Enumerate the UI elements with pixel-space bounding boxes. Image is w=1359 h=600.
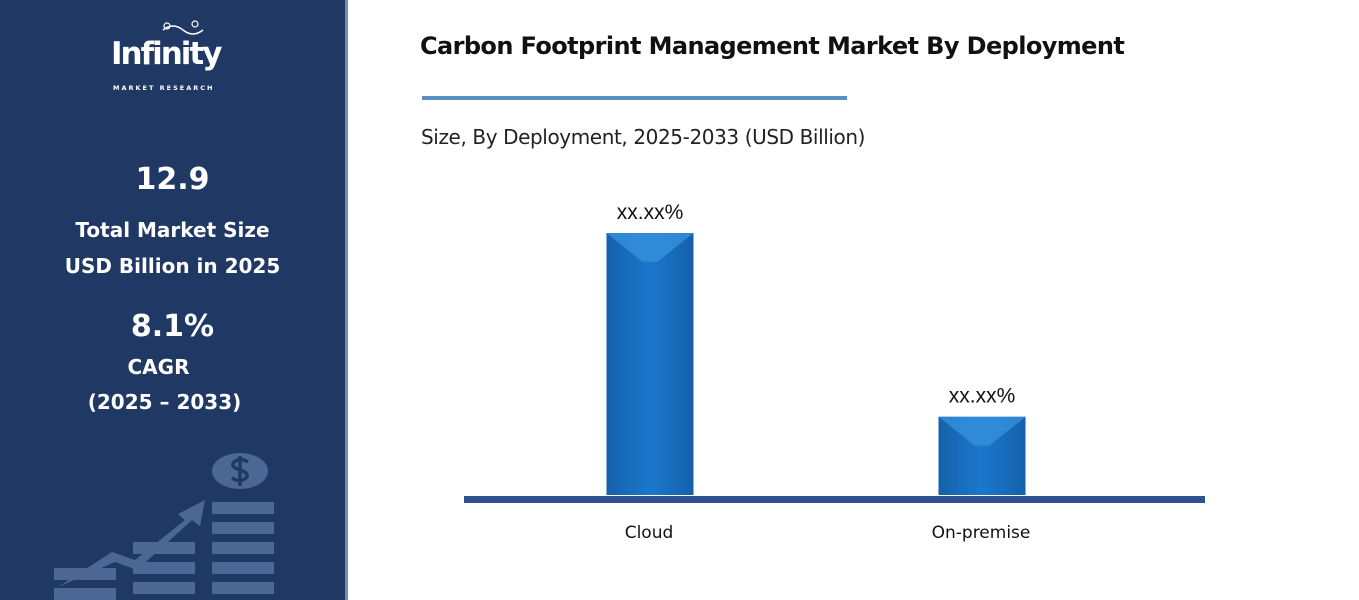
chart-subtitle: Size, By Deployment, 2025-2033 (USD Bill… — [421, 125, 866, 149]
logo-subtext: MARKET RESEARCH — [113, 84, 215, 92]
x-axis-line — [464, 496, 1205, 503]
bar-bevel — [938, 416, 1026, 446]
cagr-period: (2025 – 2033) — [87, 390, 242, 414]
chart-title: Carbon Footprint Management Market By De… — [420, 32, 1125, 60]
growth-chart-dollar-icon — [54, 453, 274, 600]
logo-text: Infinity — [111, 36, 222, 72]
title-divider — [422, 96, 847, 100]
sidebar: Infinity MARKET RESEARCH 12.9 Total Mark… — [0, 0, 348, 600]
market-size-unit: USD Billion in 2025 — [64, 254, 281, 278]
market-size-value: 12.9 — [135, 162, 210, 197]
infinity-logo: Infinity MARKET RESEARCH — [111, 20, 224, 92]
category-label: On-premise — [932, 523, 1031, 543]
data-label: xx.xx% — [949, 385, 1016, 408]
logo-swirl-icon — [162, 25, 204, 35]
dollar-icon — [231, 456, 249, 486]
data-label: xx.xx% — [617, 201, 684, 224]
market-size-label: Total Market Size — [75, 218, 270, 242]
category-label: Cloud — [625, 523, 674, 543]
cagr-label: CAGR — [127, 355, 190, 379]
bar-bevel — [606, 233, 694, 262]
bar-cloud — [606, 233, 694, 495]
cagr-value: 8.1% — [130, 309, 215, 344]
